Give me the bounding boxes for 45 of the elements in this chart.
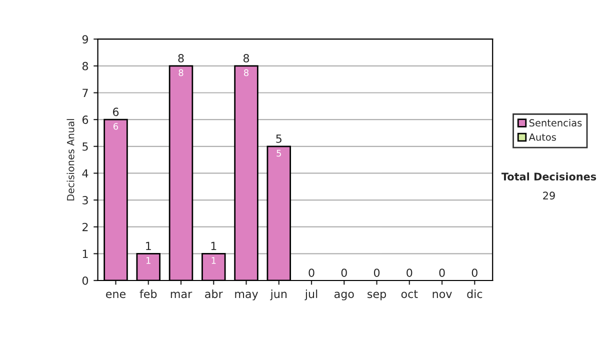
- legend-label: Sentencias: [529, 118, 582, 127]
- y-tick-label: 7: [82, 88, 88, 97]
- text: Total Decisiones: [501, 172, 596, 180]
- y-tick-label: 0: [82, 276, 88, 285]
- data-label: 1: [212, 257, 216, 264]
- total-label: 5: [276, 134, 282, 143]
- x-tick-label: jun: [270, 290, 287, 300]
- y-tick-label: 6: [82, 116, 88, 124]
- x-tick-label: ene: [106, 292, 126, 298]
- data-label: 1: [146, 257, 150, 264]
- x-tick-label: mar: [170, 292, 192, 298]
- y-tick-label: 5: [82, 142, 88, 151]
- x-tick-label: ago: [334, 292, 354, 300]
- total-label: 6: [112, 108, 119, 116]
- y-tick-label: 8: [82, 62, 88, 70]
- text: 29: [543, 192, 555, 200]
- total-label: 8: [178, 54, 184, 62]
- y-axis-title: Decisiones Anual: [66, 119, 74, 200]
- x-tick-label: may: [235, 292, 258, 300]
- y-tick-label: 2: [82, 222, 88, 232]
- y-tick-label: 9: [82, 35, 88, 44]
- x-tick-label: abr: [205, 290, 223, 298]
- total-label: 0: [341, 268, 347, 278]
- x-tick-label: nov: [432, 292, 452, 298]
- total-label: 8: [243, 54, 250, 62]
- data-label: 8: [244, 69, 249, 76]
- x-tick-label: sep: [368, 292, 386, 300]
- total-label: 0: [308, 268, 314, 278]
- total-label: 1: [146, 242, 151, 250]
- y-tick-label: 4: [82, 169, 88, 178]
- y-tick-label: 3: [82, 196, 88, 204]
- total-label: 0: [374, 268, 380, 278]
- data-label: 6: [114, 122, 118, 130]
- total-label: 0: [406, 268, 412, 278]
- x-tick-label: feb: [140, 290, 157, 298]
- total-label: 1: [211, 242, 216, 250]
- data-label: 5: [276, 150, 281, 157]
- y-tick-label: 1: [82, 250, 88, 258]
- total-label: 0: [439, 268, 445, 278]
- data-label: 8: [178, 69, 184, 76]
- total-label: 0: [472, 268, 478, 278]
- legend-label: Autos: [528, 134, 556, 141]
- x-tick-label: dic: [467, 290, 482, 298]
- x-tick-label: jul: [304, 290, 318, 300]
- x-tick-label: oct: [401, 290, 418, 298]
